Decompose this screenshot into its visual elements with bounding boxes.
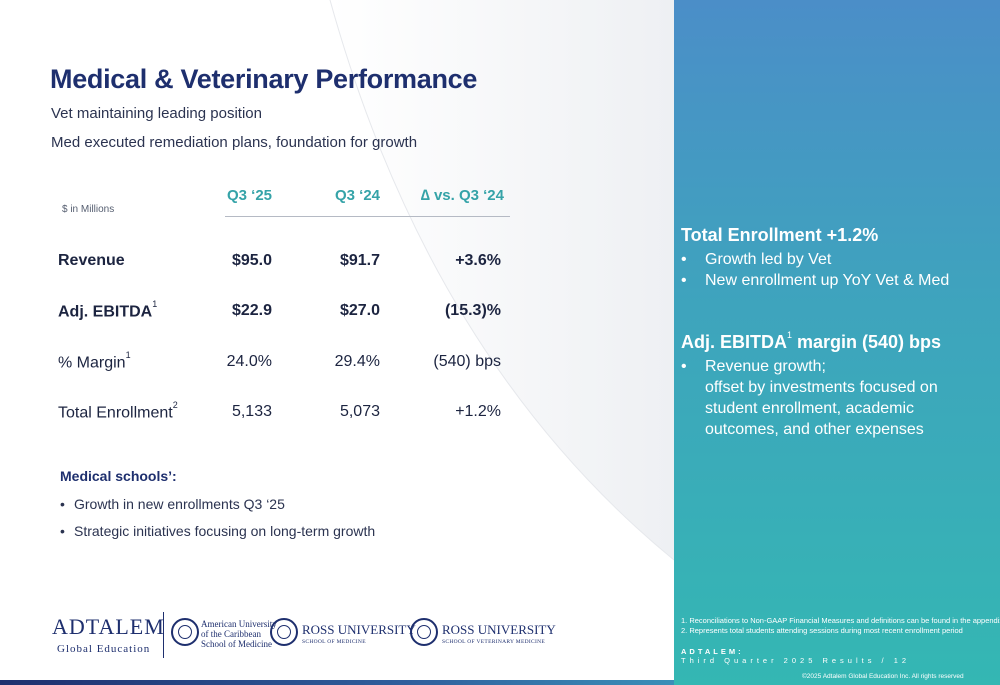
ross-vet-logo-title: ROSS UNIVERSITY — [442, 622, 556, 637]
logo-divider — [163, 612, 164, 658]
footnote-1: 1. Reconciliations to Non-GAAP Financial… — [681, 616, 1000, 625]
ross-med-seal-icon — [270, 618, 298, 646]
table-row-label: % Margin1 — [58, 350, 131, 372]
footnote-marker: 2 — [172, 400, 178, 410]
table-cell: 24.0% — [226, 353, 272, 370]
enrollment-heading: Total Enrollment +1.2% — [681, 225, 879, 245]
footnote-marker: 1 — [152, 299, 158, 309]
table-cell: $91.7 — [339, 252, 380, 269]
report-label: Third Quarter 2025 Results / 12 — [681, 656, 911, 665]
table-cell: 5,133 — [231, 403, 272, 420]
brand-label: ADTALEM: — [681, 647, 744, 656]
table-cell: $22.9 — [231, 302, 272, 319]
auc-logo-text: American University of the Caribbean Sch… — [201, 619, 277, 649]
table-cell: $95.0 — [231, 252, 272, 269]
table-cell: (15.3)% — [444, 302, 501, 319]
subtitle-med: Med executed remediation plans, foundati… — [51, 134, 418, 151]
list-item: • Growth in new enrollments Q3 ‘25 — [60, 496, 285, 512]
table-row-label: Revenue — [58, 252, 125, 269]
table-cell: 29.4% — [334, 353, 380, 370]
table-cell: (540) bps — [433, 353, 501, 370]
list-item: • New enrollment up YoY Vet & Med — [681, 272, 950, 289]
page-title: Medical & Veterinary Performance — [50, 64, 478, 94]
table-cell: 5,073 — [339, 403, 380, 420]
table-cell: +3.6% — [455, 252, 501, 269]
background-swoosh — [329, 0, 674, 561]
list-item: • Revenue growth; offset by investments … — [681, 358, 938, 438]
ross-vet-logo-subtitle: SCHOOL OF VETERINARY MEDICINE — [442, 639, 546, 645]
auc-seal-icon — [171, 618, 199, 646]
table-row-label: Total Enrollment2 — [58, 400, 178, 422]
list-item: • Strategic initiatives focusing on long-… — [60, 523, 376, 539]
footnote-marker: 1 — [125, 350, 131, 360]
copyright: ©2025 Adtalem Global Education Inc. All … — [802, 673, 964, 680]
column-header-q3-24: Q3 ‘24 — [334, 187, 380, 204]
footnote-2: 2. Represents total students attending s… — [681, 626, 963, 635]
adtalem-logo: ADTALEM — [52, 614, 165, 639]
table-cell: $27.0 — [339, 302, 380, 319]
adtalem-logo-subtitle: Global Education — [57, 643, 151, 655]
table-cell: +1.2% — [455, 403, 501, 420]
column-header-q3-25: Q3 ‘25 — [226, 187, 272, 204]
ross-med-logo-subtitle: SCHOOL OF MEDICINE — [302, 639, 366, 645]
table-row-label: Adj. EBITDA1 — [58, 299, 158, 321]
right-panel — [674, 0, 1000, 685]
subtitle-vet: Vet maintaining leading position — [51, 105, 262, 122]
ebitda-heading: Adj. EBITDA1 margin (540) bps — [681, 330, 942, 352]
list-item: • Growth led by Vet — [681, 251, 832, 268]
bottom-bar — [0, 680, 674, 685]
table-units: $ in Millions — [62, 204, 115, 215]
ross-vet-seal-icon — [410, 618, 438, 646]
table-header-rule — [225, 216, 510, 217]
ross-med-logo-title: ROSS UNIVERSITY — [302, 622, 416, 637]
medical-schools-title: Medical schools’: — [60, 468, 177, 484]
column-header-delta: ∆ vs. Q3 ‘24 — [420, 187, 504, 204]
